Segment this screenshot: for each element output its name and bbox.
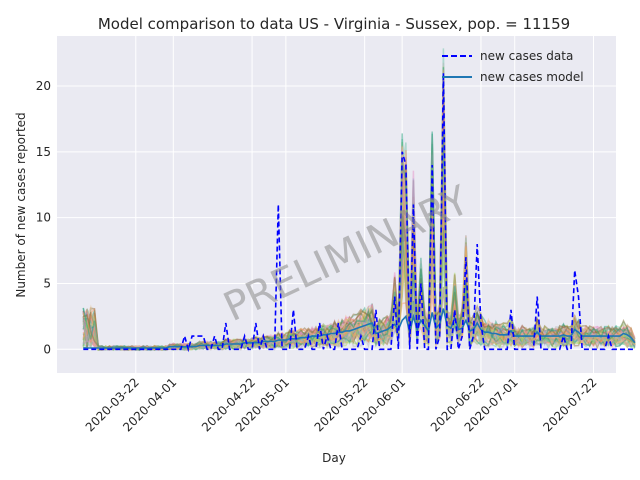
y-tick-label: 20 (36, 79, 51, 93)
y-axis-label: Number of new cases reported (14, 112, 28, 297)
ensemble-line (82, 129, 636, 351)
ensemble-line (82, 210, 636, 352)
ensemble-line (82, 75, 636, 351)
plot-area (57, 36, 616, 373)
ensemble-line (82, 126, 635, 351)
ensemble-line (83, 173, 635, 351)
ensemble-line (82, 134, 636, 350)
series-lines (83, 72, 636, 353)
ensemble-line (82, 95, 636, 351)
ensemble-line (82, 95, 636, 351)
ensemble-line (82, 166, 636, 351)
ensemble-line (82, 132, 635, 351)
y-tick-label: 15 (36, 145, 51, 159)
y-tick-label: 5 (43, 276, 51, 290)
model-series-line (83, 308, 636, 349)
ensemble-line (82, 168, 636, 351)
grid-lines (57, 36, 616, 373)
ensemble-line (82, 185, 636, 351)
y-tick-labels: 0 5 10 15 20 (36, 79, 51, 356)
y-tick-label: 0 (43, 342, 51, 356)
ensemble-line (82, 132, 636, 351)
ensemble-line (82, 202, 636, 351)
chart-title: Model comparison to data US - Virginia -… (98, 15, 570, 33)
legend-label-data: new cases data (480, 49, 573, 63)
ensemble-line (82, 130, 636, 351)
y-tick-label: 10 (36, 211, 51, 225)
legend: new cases data new cases model (442, 49, 584, 84)
data-series-line (83, 72, 635, 353)
ensemble-line (83, 112, 636, 351)
ensemble-line (82, 160, 636, 351)
ensemble-line (82, 145, 636, 351)
legend-label-model: new cases model (480, 70, 584, 84)
ensemble-line (82, 102, 636, 351)
ensemble-line (82, 69, 636, 351)
ensemble-line (82, 202, 636, 352)
x-axis-label: Day (322, 451, 346, 465)
ensemble-line (82, 159, 636, 351)
